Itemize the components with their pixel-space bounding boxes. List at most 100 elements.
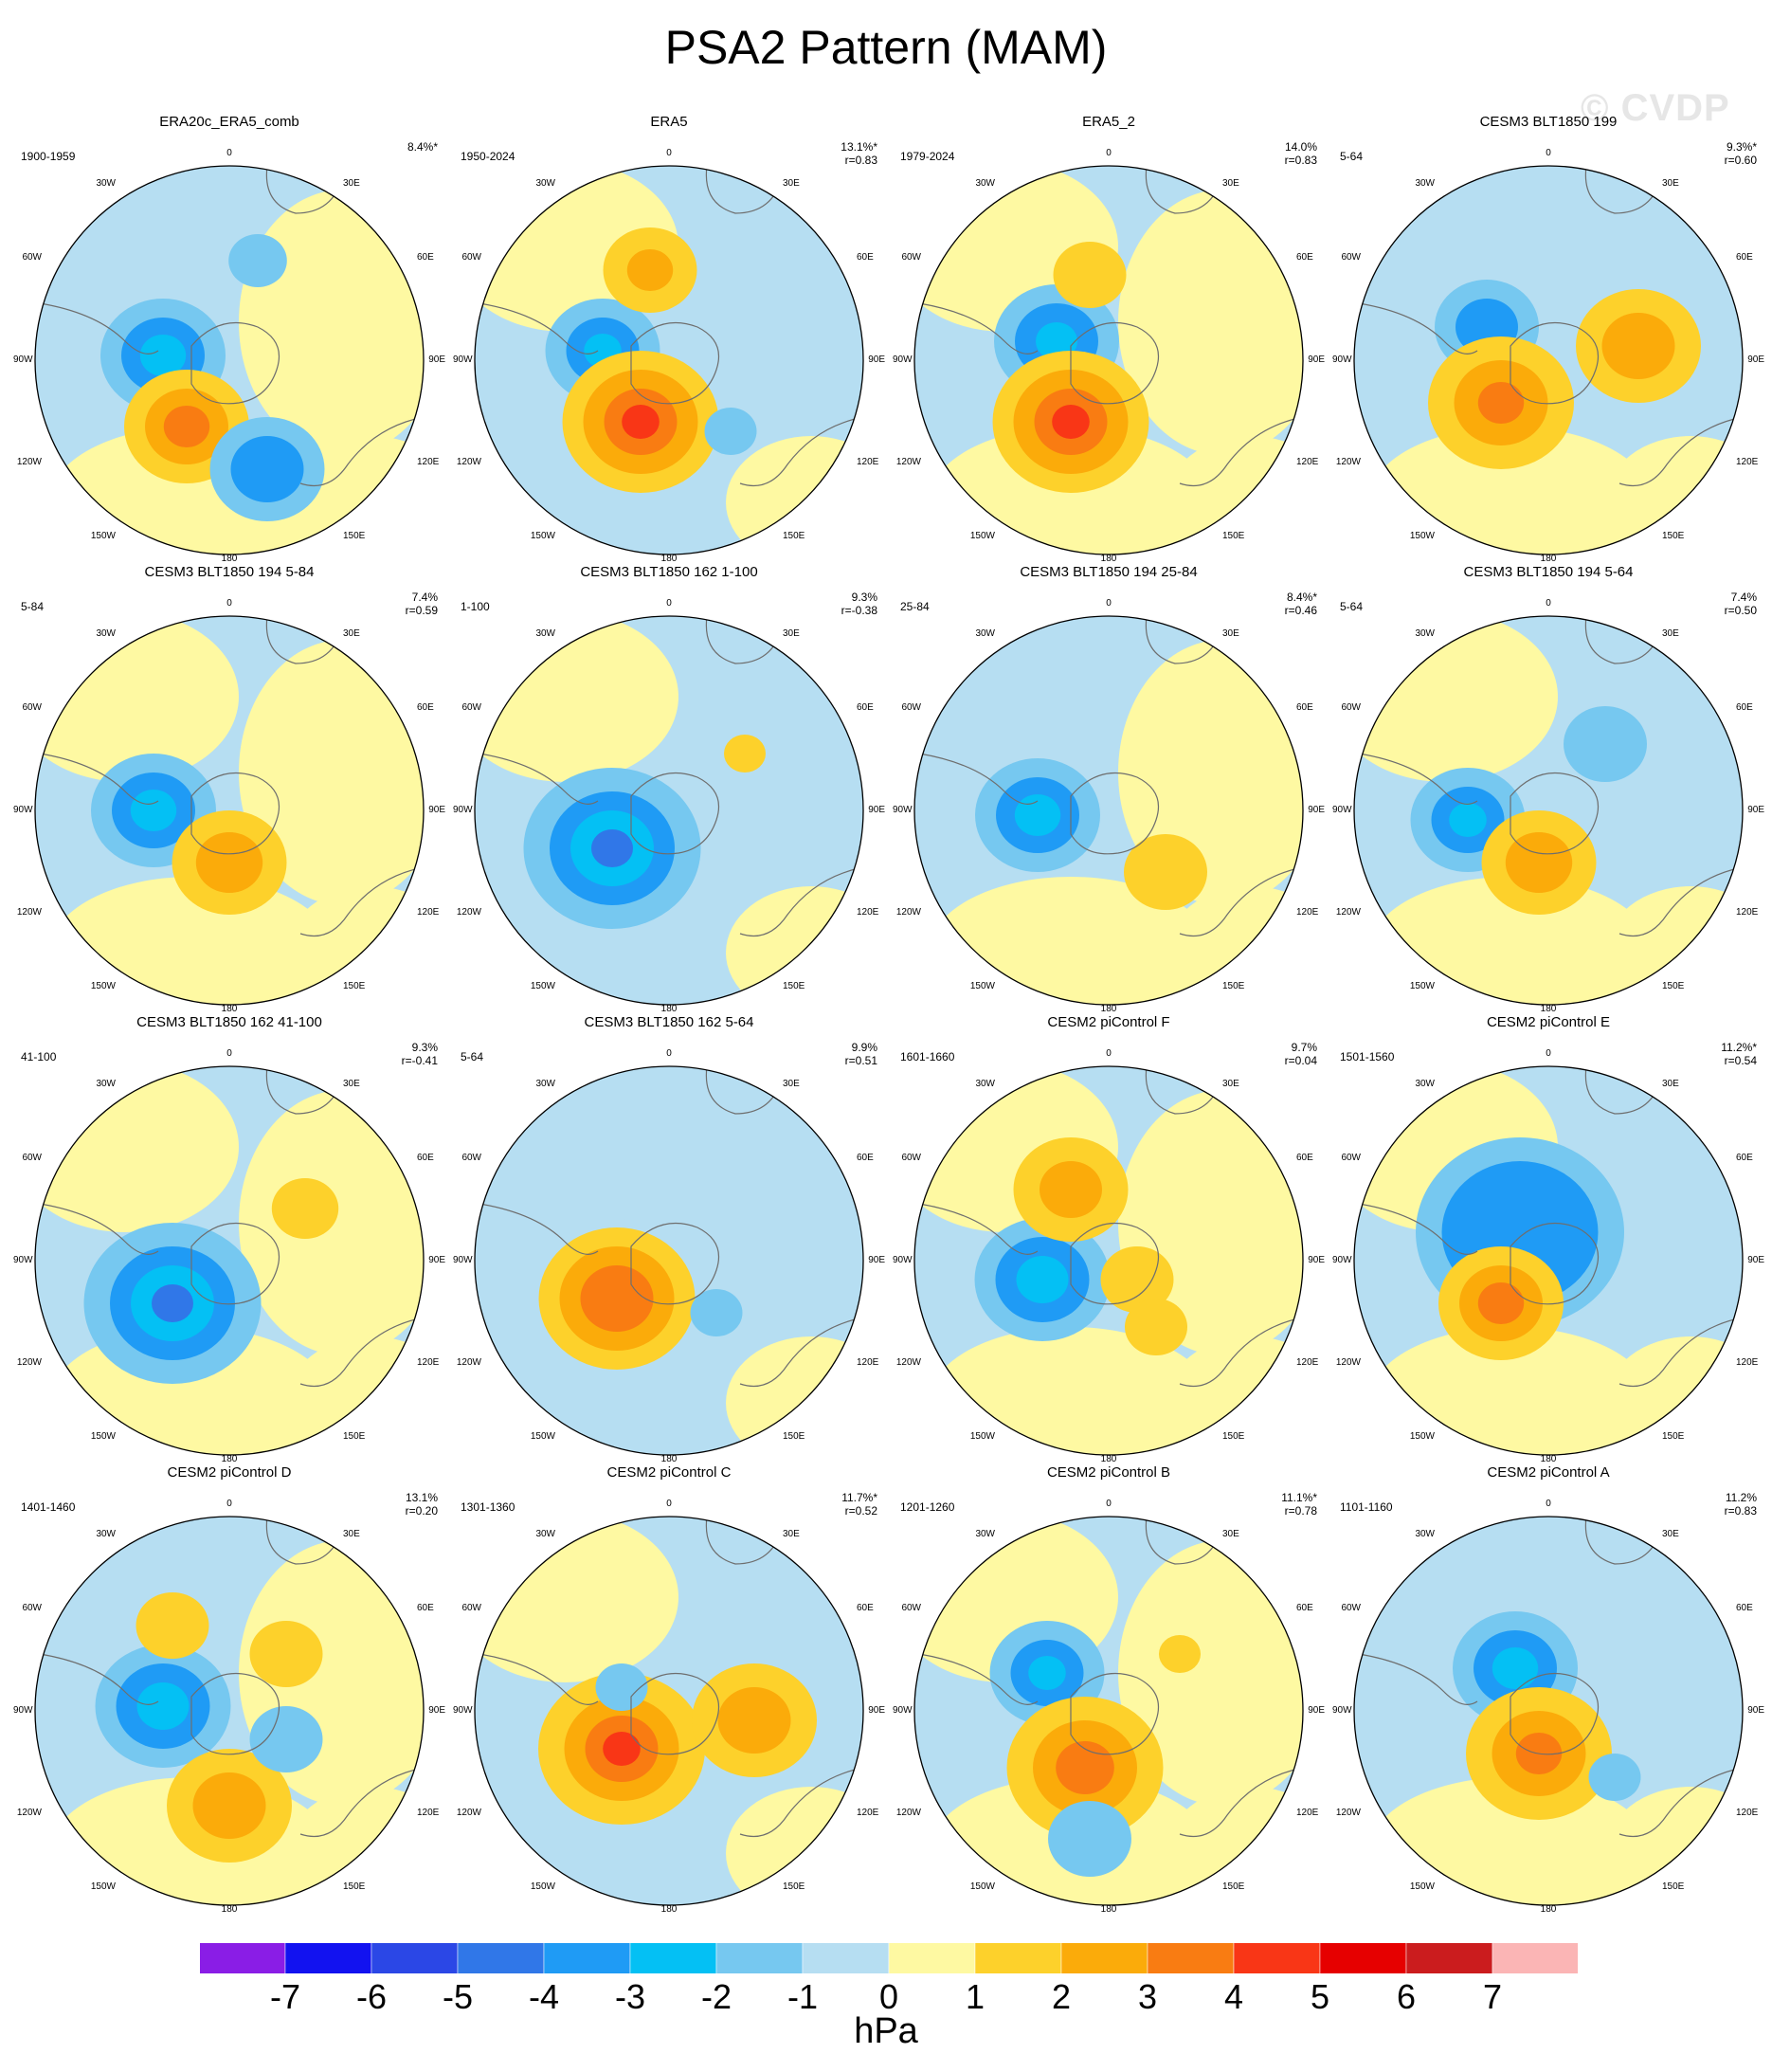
longitude-label: 180 (661, 554, 678, 564)
longitude-label: 60E (1296, 702, 1313, 713)
australia-coastline (1618, 1767, 1743, 1838)
south-america-coastline (1358, 302, 1478, 354)
panel-title: CESM3 BLT1850 199 (1479, 114, 1618, 130)
colorbar (199, 1942, 1579, 1974)
antarctica-coastline (1510, 1672, 1600, 1755)
longitude-label: 30W (975, 178, 995, 189)
longitude-label: 30W (535, 628, 555, 639)
panel-title: CESM2 piControl A (1487, 1464, 1610, 1481)
longitude-label: 90W (13, 354, 33, 365)
anomaly-contour (139, 335, 187, 376)
panel-stats: 9.9% r=0.51 (845, 1041, 877, 1067)
longitude-label: 150W (91, 981, 117, 991)
colorbar-units: hPa (854, 2011, 918, 2051)
anomaly-contour (595, 1663, 648, 1711)
longitude-label: 90E (1747, 1255, 1764, 1265)
anomaly-contour (271, 1178, 339, 1239)
panel-years: 5-84 (21, 600, 45, 613)
anomaly-contour (603, 1732, 641, 1766)
longitude-label: 120W (1336, 1808, 1362, 1818)
polar-map: 0 180 30W 30E 60W 60E 90W 90E 120W 120E 150W 150E (453, 598, 885, 1014)
anomaly-contour (1125, 1299, 1187, 1355)
anomaly-region (1605, 436, 1743, 554)
longitude-label: 30W (535, 1079, 555, 1089)
variance-explained: 8.4%* (407, 140, 438, 154)
anomaly-contour (1564, 706, 1647, 782)
panel-title: CESM2 piControl F (1047, 1014, 1170, 1030)
longitude-label: 150E (1222, 1881, 1245, 1892)
longitude-label: 120W (457, 1357, 482, 1368)
polar-map: 0 180 30W 30E 60W 60E 90W 90E 120W 120E 150W 150E (1332, 598, 1764, 1014)
polar-map: 0 180 30W 30E 60W 60E 90W 90E 120W 120E 150W 150E (13, 1499, 445, 1915)
longitude-label: 30E (1222, 1529, 1239, 1539)
longitude-label: 30W (535, 1529, 555, 1539)
longitude-label: 120E (417, 1808, 440, 1818)
longitude-label: 90E (1308, 1705, 1325, 1716)
map-border (913, 165, 1304, 555)
colorbar-segment (457, 1942, 545, 1974)
longitude-label: 60W (461, 1153, 481, 1163)
australia-coastline (1179, 416, 1303, 487)
longitude-label: 30W (1415, 628, 1435, 639)
polar-map: 0 180 30W 30E 60W 60E 90W 90E 120W 120E 150W 150E (893, 598, 1325, 1014)
anomaly-contour (1036, 322, 1077, 360)
longitude-label: 60E (857, 1603, 874, 1613)
pattern-correlation: r=0.46 (1284, 604, 1317, 617)
variance-explained: 9.3% (851, 591, 877, 604)
longitude-label: 120W (896, 907, 922, 918)
pattern-correlation: r=0.83 (844, 154, 877, 167)
map-panel: CESM3 BLT1850 162 1-100 1-100 9.3% r=-0.38 0… (449, 564, 889, 1014)
map-border (474, 1065, 864, 1456)
longitude-label: 150W (1410, 1881, 1436, 1892)
pattern-correlation: r=0.83 (1724, 1504, 1757, 1518)
map-border (474, 1516, 864, 1906)
map-border (913, 615, 1304, 1006)
anomaly-region (1166, 436, 1303, 554)
map-panel: CESM3 BLT1850 199 5-64 9.3%* r=0.60 0 180 30W 3… (1329, 114, 1768, 564)
longitude-label: 30W (1415, 1529, 1435, 1539)
polar-map: 0 180 30W 30E 60W 60E 90W 90E 120W 120E 150W 150E (453, 148, 885, 564)
colorbar-tick-label: 4 (1223, 1977, 1244, 2016)
longitude-label: 30E (783, 628, 800, 639)
australia-coastline (739, 416, 863, 487)
anomaly-contour (690, 1289, 743, 1336)
anomaly-contour (1016, 1256, 1069, 1303)
antarctica-coastline (630, 1672, 720, 1755)
longitude-label: 60W (1341, 252, 1361, 263)
longitude-label: 60W (901, 252, 921, 263)
panel-years: 1979-2024 (900, 150, 955, 163)
anomaly-region (35, 1066, 239, 1232)
longitude-label: 60W (1341, 1603, 1361, 1613)
map-panel: CESM2 piControl F 1601-1660 9.7% r=0.04 0 180… (889, 1014, 1329, 1464)
anomaly-region (1605, 886, 1743, 1005)
variance-explained: 11.2%* (1721, 1041, 1757, 1054)
australia-coastline (299, 1317, 424, 1388)
panel-stats: 9.3% r=-0.41 (402, 1041, 438, 1067)
colorbar-outline (199, 1942, 1579, 1974)
variance-explained: 11.7%* (841, 1491, 877, 1504)
panel-title: ERA5 (650, 114, 688, 130)
colorbar-segment (1492, 1942, 1579, 1974)
longitude-label: 60E (1736, 1603, 1753, 1613)
variance-explained: 13.1% (405, 1491, 438, 1504)
antarctica-coastline (630, 1222, 720, 1305)
panel-years: 25-84 (900, 600, 930, 613)
longitude-label: 90E (1747, 354, 1764, 365)
pattern-correlation: r=0.54 (1724, 1054, 1757, 1067)
longitude-label: 60E (1296, 1153, 1313, 1163)
longitude-label: 150E (343, 981, 366, 991)
panel-stats: 9.7% r=0.04 (1285, 1041, 1317, 1067)
anomaly-region (726, 436, 863, 554)
south-america-coastline (1358, 1203, 1478, 1255)
longitude-label: 150E (343, 1881, 366, 1892)
anomaly-contour (704, 408, 757, 455)
longitude-label: 150E (1222, 1431, 1245, 1442)
colorbar-tick-label: -7 (269, 1977, 300, 2016)
anomaly-region (1166, 1336, 1303, 1455)
map-panel: CESM3 BLT1850 162 41-100 41-100 9.3% r=-0.4… (9, 1014, 449, 1464)
longitude-label: 0 (666, 148, 672, 158)
longitude-label: 30W (975, 1079, 995, 1089)
longitude-label: 120W (17, 457, 43, 467)
panel-years: 1101-1160 (1340, 1500, 1393, 1514)
anomaly-region (286, 1787, 424, 1905)
